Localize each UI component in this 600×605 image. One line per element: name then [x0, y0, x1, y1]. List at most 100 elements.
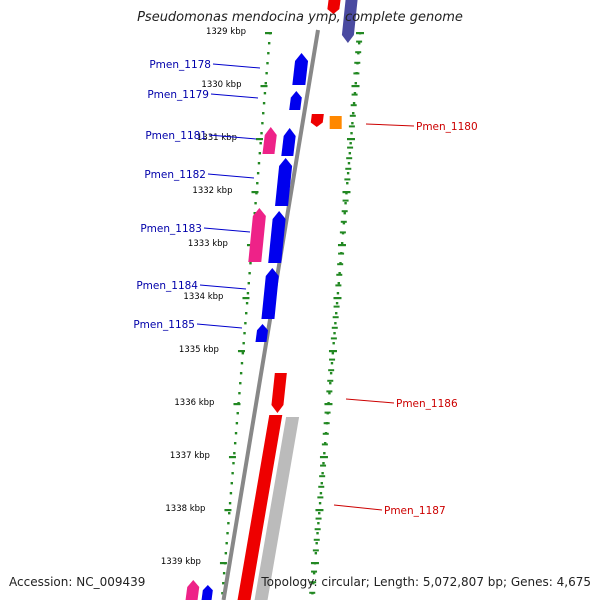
- tick-dot-left: [266, 62, 269, 65]
- major-tick-right: [342, 191, 351, 194]
- tick-dot-left: [229, 492, 233, 495]
- minor-tick-right: [348, 125, 355, 128]
- tick-dot-left: [262, 102, 266, 105]
- gene-Pmen_1185: [255, 324, 269, 342]
- minor-tick-right: [312, 549, 319, 552]
- leader-line: [365, 123, 415, 127]
- tick-dot-left: [245, 302, 249, 305]
- major-tick-right: [319, 456, 328, 459]
- genome-title: Pseudomonas mendocina ymp, complete geno…: [137, 10, 463, 25]
- tick-dot-right: [343, 212, 346, 215]
- gene-Pmen_1186: [271, 373, 287, 413]
- tick-dot-right: [323, 442, 327, 445]
- minor-tick-right: [332, 316, 339, 319]
- major-tick-right: [328, 350, 337, 353]
- gene-label: Pmen_1181: [145, 130, 207, 142]
- tick-dot-left: [225, 542, 228, 545]
- major-tick-right: [356, 32, 364, 35]
- tick-label: 1337 kbp: [170, 451, 210, 461]
- gene-label: Pmen_1180: [416, 121, 478, 133]
- minor-tick-right: [319, 475, 326, 478]
- minor-tick-right: [322, 432, 329, 435]
- minor-tick-right: [344, 178, 351, 181]
- minor-tick-right: [337, 263, 344, 266]
- tick-dot-right: [336, 292, 340, 295]
- tick-dot-right: [347, 162, 351, 165]
- genome-summary-text: Topology: circular; Length: 5,072,807 bp…: [261, 575, 591, 589]
- minor-tick-right: [338, 252, 345, 255]
- tick-dot-right: [342, 222, 346, 225]
- tick-dot-right: [331, 352, 335, 355]
- tick-dot-left: [230, 482, 233, 485]
- minor-tick-right: [347, 146, 354, 149]
- tick-dot-left: [222, 572, 226, 575]
- minor-tick-right: [333, 305, 340, 308]
- major-tick-left: [251, 191, 259, 194]
- minor-tick-right: [335, 284, 342, 287]
- tick-label: 1335 kbp: [179, 345, 219, 355]
- tick-dot-right: [335, 312, 338, 315]
- minor-tick-right: [310, 581, 317, 584]
- tick-dot-right: [321, 472, 324, 475]
- tick-dot-left: [244, 322, 247, 325]
- minor-tick-right: [313, 538, 320, 541]
- tick-dot-right: [315, 542, 318, 545]
- tick-dot-right: [352, 102, 356, 105]
- tick-dot-left: [243, 332, 246, 335]
- tick-dot-left: [254, 202, 257, 205]
- minor-tick-right: [342, 199, 349, 202]
- tick-dot-right: [314, 552, 318, 555]
- tick-dot-right: [319, 492, 323, 495]
- tick-dot-left: [222, 582, 225, 585]
- tick-dot-right: [357, 42, 361, 45]
- tick-dot-right: [335, 302, 339, 305]
- tick-dot-left: [247, 282, 250, 285]
- major-tick-left: [242, 297, 250, 300]
- gene-Pmen_1187: [237, 415, 283, 600]
- tick-dot-left: [263, 92, 267, 95]
- leader-line: [199, 284, 247, 290]
- tick-dot-left: [239, 372, 243, 375]
- minor-tick-right: [327, 379, 334, 382]
- tick-dot-right: [354, 82, 357, 85]
- tick-dot-left: [227, 522, 230, 525]
- tick-dot-left: [267, 52, 270, 55]
- tick-dot-right: [328, 392, 331, 395]
- tick-label: 1333 kbp: [188, 239, 228, 249]
- tick-dot-right: [318, 512, 321, 515]
- tick-dot-left: [236, 412, 239, 415]
- tick-dot-right: [351, 122, 354, 125]
- tick-dot-right: [346, 172, 350, 175]
- minor-tick-right: [331, 326, 338, 329]
- minor-tick-right: [315, 517, 322, 520]
- tick-dot-left: [226, 532, 229, 535]
- feature-pink-2: [248, 208, 266, 262]
- tick-dot-left: [249, 262, 252, 265]
- minor-tick-right: [353, 72, 360, 75]
- gene-label: Pmen_1182: [144, 169, 206, 181]
- feature-pink-3: [185, 580, 200, 600]
- tick-dot-left: [234, 432, 238, 435]
- major-tick-left: [237, 350, 245, 353]
- minor-tick-right: [340, 220, 347, 223]
- tick-dot-left: [253, 212, 256, 215]
- tick-dot-right: [350, 132, 353, 135]
- tick-dot-right: [323, 452, 326, 455]
- gene-Pmen_1178: [292, 53, 309, 85]
- feature-pink-1: [262, 127, 277, 154]
- tick-dot-right: [344, 202, 347, 205]
- tick-dot-right: [337, 282, 340, 285]
- minor-tick-right: [323, 422, 330, 425]
- tick-dot-right: [320, 482, 323, 485]
- minor-tick-right: [324, 411, 331, 414]
- gene-label: Pmen_1183: [140, 223, 202, 235]
- tick-dot-right: [329, 372, 333, 375]
- major-tick-right: [310, 562, 319, 565]
- tick-dot-left: [228, 512, 231, 515]
- feature-grey: [254, 417, 300, 600]
- gene-Pmen_1180: [310, 114, 324, 127]
- major-tick-left: [233, 403, 241, 406]
- leader-line: [208, 134, 257, 140]
- major-tick-right: [333, 297, 342, 300]
- tick-dot-left: [224, 552, 228, 555]
